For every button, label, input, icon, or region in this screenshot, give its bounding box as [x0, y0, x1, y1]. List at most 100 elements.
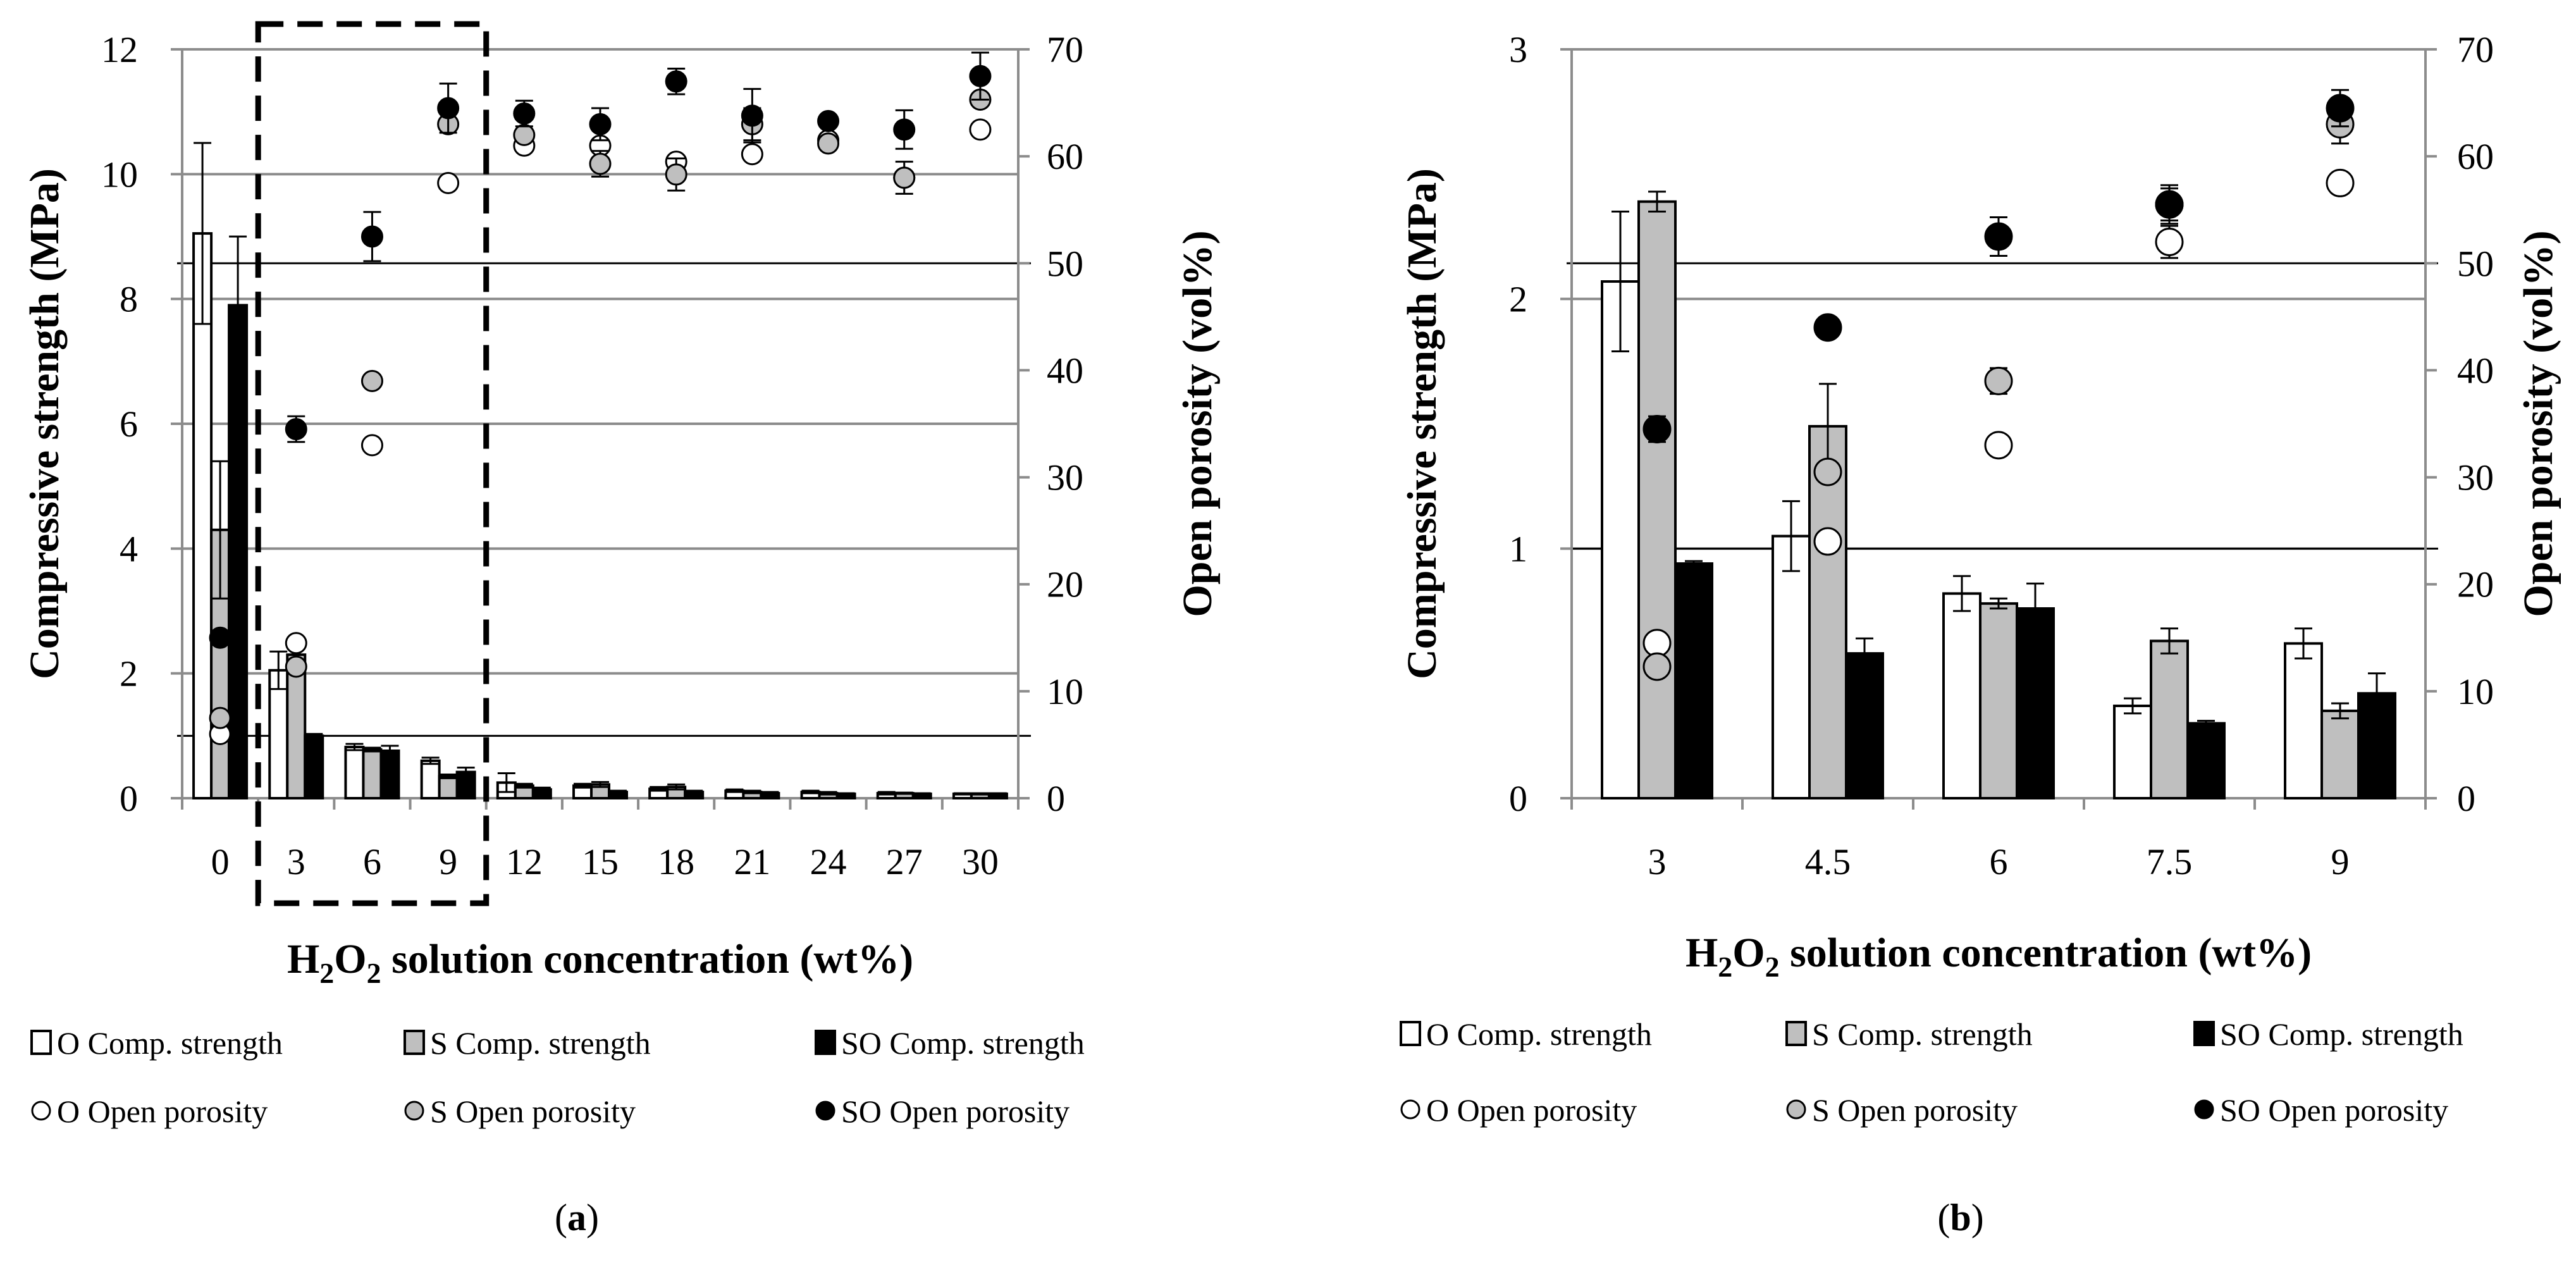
bar [286, 653, 307, 799]
scatter-point [817, 109, 840, 132]
bar [268, 669, 289, 799]
x-axis-title-part: H [1685, 930, 1718, 976]
scatter-point [513, 102, 536, 125]
x-tick-label: 7.5 [2147, 841, 2193, 882]
x-axis-title: H2O2 solution concentration (wt%) [287, 936, 913, 989]
x-tick-label: 0 [211, 841, 230, 882]
scatter-point [361, 369, 383, 392]
y-tick-label: 2 [1509, 279, 1527, 320]
scatter-point [361, 434, 383, 457]
bar [2284, 642, 2323, 799]
bar [192, 232, 213, 800]
y2-tick-label: 60 [1047, 136, 1083, 177]
x-axis-title-part: solution concentration (wt%) [1780, 930, 2312, 976]
scatter-point [1813, 527, 1842, 556]
y2-tick-label: 0 [2457, 778, 2475, 819]
scatter-point [1984, 222, 2013, 251]
legend-entry: S Comp. strength [430, 1025, 651, 1061]
scatter-point [437, 171, 460, 194]
legend-swatch [30, 1030, 52, 1055]
bar [2320, 709, 2360, 800]
y-tick-label: 6 [120, 404, 138, 445]
scatter-point [969, 118, 992, 141]
bar [362, 748, 383, 800]
y-axis-title: Compressive strength (MPa) [1399, 168, 1445, 679]
y-tick-label: 0 [120, 778, 138, 819]
scatter-point [1813, 313, 1842, 342]
scatter-point [513, 123, 536, 146]
legend-entry: O Open porosity [1426, 1092, 1637, 1128]
y2-axis-title: Open porosity (vol%) [1174, 230, 1221, 617]
y-tick-label: 10 [101, 154, 138, 195]
x-axis-title-subscript: 2 [1718, 951, 1732, 983]
scatter-point [437, 97, 460, 120]
legend-entry: O Open porosity [57, 1094, 268, 1129]
scatter-point [1642, 652, 1672, 681]
y2-tick-label: 60 [2457, 136, 2494, 177]
y2-tick-label: 10 [2457, 671, 2494, 712]
bar [1942, 592, 1981, 800]
panel-label-letter: b [1950, 1197, 1971, 1238]
x-axis-title-subscript: 2 [1765, 951, 1780, 983]
legend-swatch [1786, 1099, 1806, 1120]
highlight-box [255, 21, 490, 906]
y2-tick-label: 70 [2457, 29, 2494, 70]
y-tick-label: 4 [120, 528, 138, 569]
scatter-point [1984, 431, 2013, 460]
bar [228, 304, 249, 799]
bar [344, 746, 365, 800]
legend-entry: O Comp. strength [57, 1025, 283, 1061]
x-axis-title-part: H [287, 936, 319, 982]
y2-tick-label: 40 [2457, 350, 2494, 391]
x-tick-label: 24 [810, 841, 847, 882]
y2-tick-label: 50 [1047, 243, 1083, 284]
y-tick-label: 12 [101, 29, 138, 70]
legend-swatch [404, 1101, 424, 1121]
bar [2150, 639, 2189, 799]
y-tick-label: 3 [1509, 29, 1527, 70]
bar [2186, 722, 2226, 799]
scatter-point [741, 143, 763, 166]
x-tick-label: 6 [1990, 841, 2008, 882]
scatter-point [2326, 168, 2355, 197]
legend-swatch [31, 1101, 51, 1121]
scatter-point [2155, 227, 2184, 256]
panel-label-letter: a [567, 1197, 586, 1238]
legend-swatch [815, 1030, 836, 1055]
scatter-point [741, 104, 763, 127]
panel-label-paren: ( [555, 1197, 567, 1238]
legend-swatch [1785, 1021, 1807, 1046]
legend-entry: S Open porosity [430, 1094, 636, 1129]
panel-label: (a) [555, 1197, 599, 1238]
bar [2113, 704, 2152, 800]
bar [2016, 607, 2055, 799]
legend-entry: SO Comp. strength [841, 1025, 1085, 1061]
legend-swatch [2193, 1021, 2215, 1046]
scatter-point [209, 707, 231, 729]
bar [1808, 424, 1847, 799]
scatter-point [285, 655, 307, 678]
bar [1601, 280, 1640, 800]
scatter-point [1642, 629, 1672, 658]
x-tick-label: 4.5 [1805, 841, 1851, 882]
x-tick-label: 12 [506, 841, 543, 882]
legend-entry: SO Open porosity [2220, 1092, 2448, 1128]
bar [438, 775, 459, 800]
bar [420, 759, 441, 800]
y2-axis-title: Open porosity (vol%) [2515, 230, 2561, 617]
panel-label: (b) [1937, 1197, 1983, 1238]
scatter-point [1984, 366, 2013, 395]
scatter-point [665, 70, 687, 93]
y2-tick-label: 30 [1047, 457, 1083, 498]
panel-label-paren: ( [1937, 1197, 1950, 1238]
y-tick-label: 0 [1509, 778, 1527, 819]
panel-label-paren: ) [1971, 1197, 1984, 1238]
x-axis-title-part: O [334, 936, 366, 982]
x-tick-label: 3 [1648, 841, 1667, 882]
legend-entry: S Comp. strength [1812, 1016, 2033, 1052]
x-tick-label: 9 [439, 841, 457, 882]
scatter-point [285, 417, 307, 440]
legend-entry: SO Comp. strength [2220, 1016, 2463, 1052]
